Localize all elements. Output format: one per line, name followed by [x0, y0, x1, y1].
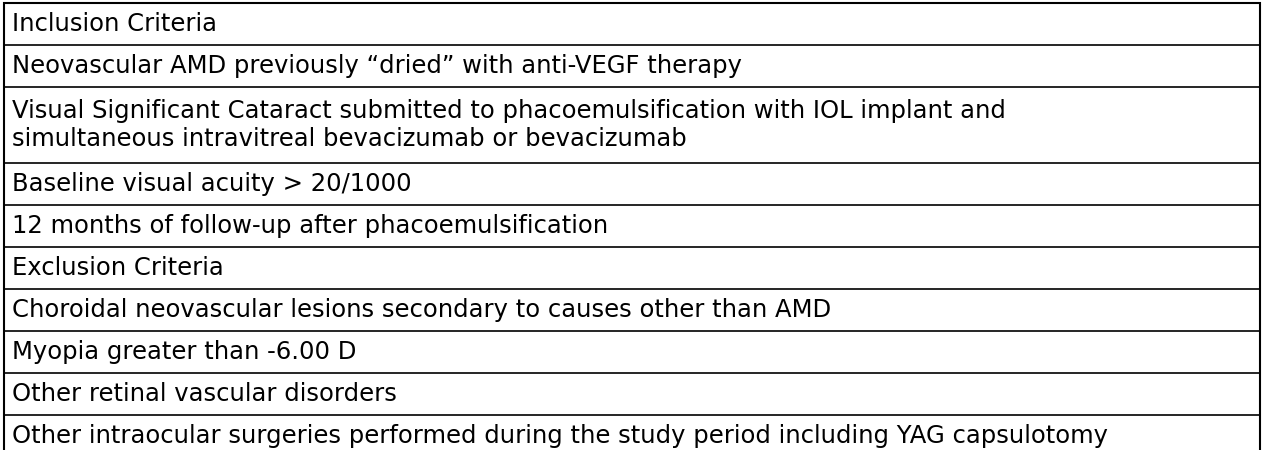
- Text: Other retinal vascular disorders: Other retinal vascular disorders: [11, 382, 397, 406]
- Text: Choroidal neovascular lesions secondary to causes other than AMD: Choroidal neovascular lesions secondary …: [11, 298, 832, 322]
- Text: Baseline visual acuity > 20/1000: Baseline visual acuity > 20/1000: [11, 172, 412, 196]
- Text: Myopia greater than -6.00 D: Myopia greater than -6.00 D: [11, 340, 356, 364]
- Text: Exclusion Criteria: Exclusion Criteria: [11, 256, 224, 280]
- Text: Other intraocular surgeries performed during the study period including YAG caps: Other intraocular surgeries performed du…: [11, 424, 1109, 448]
- Text: Neovascular AMD previously “dried” with anti-VEGF therapy: Neovascular AMD previously “dried” with …: [11, 54, 742, 78]
- Text: Visual Significant Cataract submitted to phacoemulsification with IOL implant an: Visual Significant Cataract submitted to…: [11, 99, 1006, 151]
- Text: Inclusion Criteria: Inclusion Criteria: [11, 12, 217, 36]
- Text: 12 months of follow-up after phacoemulsification: 12 months of follow-up after phacoemulsi…: [11, 214, 608, 238]
